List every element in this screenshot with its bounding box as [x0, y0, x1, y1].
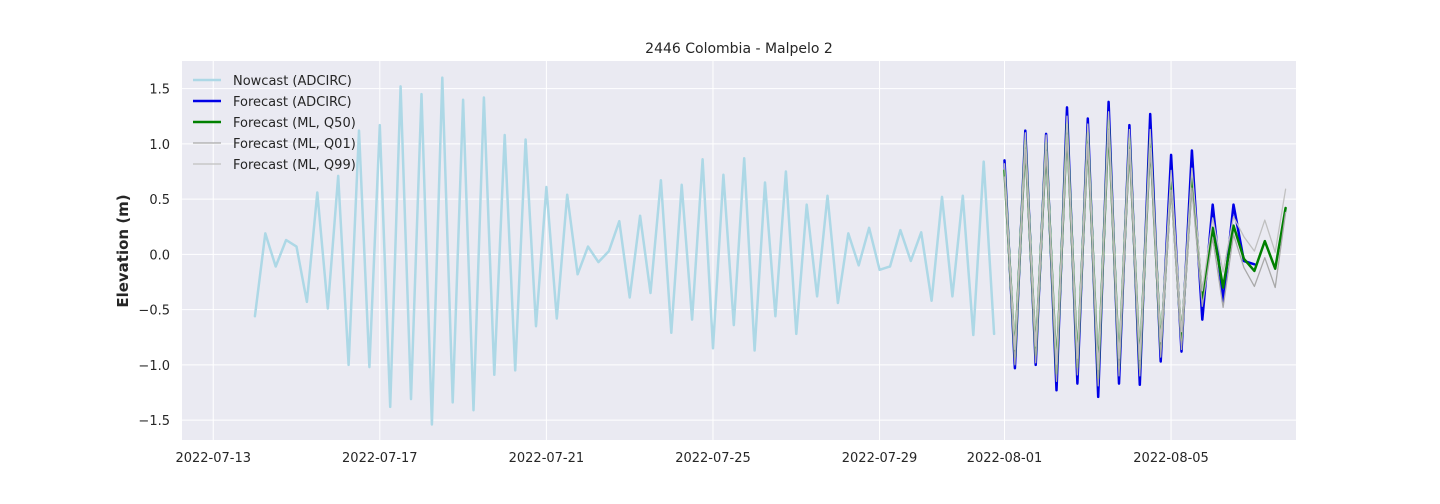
x-axis-ticks: 2022-07-13 2022-07-17 2022-07-21 2022-07-25… [175, 451, 1208, 466]
legend-label: Forecast (ADCIRC) [233, 95, 352, 110]
y-tick-label: 1.0 [149, 138, 170, 153]
legend: Nowcast (ADCIRC) Forecast (ADCIRC) Forecas… [193, 74, 356, 173]
y-axis-ticks: −1.5 −1.0 −0.5 0.0 0.5 1.0 1.5 [138, 83, 170, 429]
x-tick-label: 2022-07-21 [509, 451, 585, 466]
x-tick-label: 2022-08-01 [967, 451, 1043, 466]
x-tick-label: 2022-07-25 [675, 451, 751, 466]
legend-label: Forecast (ML, Q50) [233, 116, 356, 131]
series-line-1 [253, 76, 996, 426]
y-tick-label: −0.5 [138, 304, 170, 319]
y-tick-label: −1.5 [138, 414, 170, 429]
x-tick-label: 2022-08-05 [1133, 451, 1209, 466]
y-tick-label: 0.0 [149, 248, 170, 263]
legend-label: Forecast (ML, Q99) [233, 158, 356, 173]
y-tick-label: 1.5 [149, 83, 170, 98]
y-tick-label: 0.5 [149, 193, 170, 208]
series-group [253, 76, 1287, 426]
x-tick-label: 2022-07-13 [175, 451, 251, 466]
legend-label: Nowcast (ADCIRC) [233, 74, 352, 89]
x-tick-label: 2022-07-17 [342, 451, 418, 466]
y-tick-label: −1.0 [138, 359, 170, 374]
series-line-4 [1003, 129, 1287, 387]
series-line-2 [1003, 100, 1256, 399]
x-tick-label: 2022-07-29 [842, 451, 918, 466]
legend-label: Forecast (ML, Q01) [233, 137, 356, 152]
series-line-5 [1003, 111, 1287, 370]
y-axis-label: Elevation (m) [114, 194, 132, 307]
chart-title: 2446 Colombia - Malpelo 2 [645, 41, 833, 57]
